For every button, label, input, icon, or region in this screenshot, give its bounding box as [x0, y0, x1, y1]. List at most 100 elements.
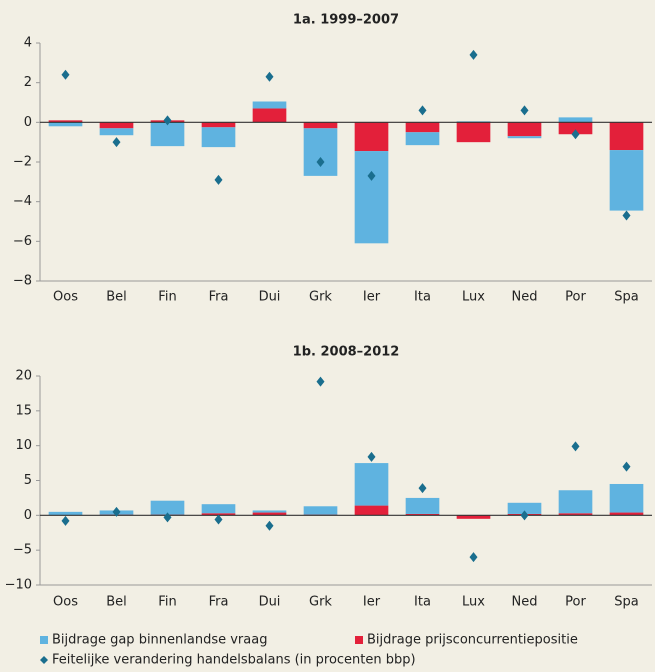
x-tick-label: Por: [565, 290, 586, 305]
diamond-marker: [61, 515, 70, 526]
x-tick-label: Oos: [53, 595, 78, 610]
x-tick-label: Bel: [106, 290, 127, 305]
bar-segment: [456, 515, 491, 519]
x-tick-label: Lux: [462, 595, 485, 610]
chart-title: 1b. 2008–2012: [293, 345, 400, 360]
diamond-marker: [571, 441, 580, 452]
diamond-marker: [214, 514, 223, 525]
diamond-marker: [418, 483, 427, 494]
y-tick-label: −10: [5, 578, 32, 593]
bar-segment: [609, 150, 644, 211]
bar-segment: [354, 505, 389, 516]
x-tick-label: Bel: [106, 595, 127, 610]
bar-segment: [609, 122, 644, 151]
legend-marker: [40, 656, 48, 664]
x-tick-label: Ita: [414, 595, 431, 610]
y-tick-label: 4: [24, 36, 32, 51]
x-tick-label: Ita: [414, 290, 431, 305]
bar-segment: [201, 127, 236, 148]
y-tick-label: 15: [15, 403, 32, 418]
y-tick-label: 20: [15, 369, 32, 384]
x-tick-label: Spa: [614, 595, 638, 610]
diamond-marker: [367, 451, 376, 462]
diamond-marker: [418, 105, 427, 116]
legend-swatch: [40, 636, 48, 644]
chart-title: 1a. 1999–2007: [293, 13, 399, 28]
diamond-marker: [571, 129, 580, 140]
bar-segment: [252, 512, 287, 516]
diamond-marker: [112, 506, 121, 517]
legend-label: Bijdrage prijsconcurrentiepositie: [367, 633, 578, 648]
diamond-marker: [316, 157, 325, 167]
bar-segment: [99, 122, 134, 129]
bar-segment: [303, 122, 338, 129]
diamond-marker: [61, 69, 70, 80]
bar-segment: [201, 513, 236, 516]
x-tick-label: Lux: [462, 290, 485, 305]
x-tick-label: Por: [565, 595, 586, 610]
x-tick-label: Dui: [259, 290, 281, 305]
bar-segment: [48, 122, 83, 127]
x-tick-label: Spa: [614, 290, 638, 305]
diamond-marker: [520, 510, 529, 521]
bar-segment: [405, 132, 440, 146]
y-tick-label: 5: [24, 473, 32, 488]
y-tick-label: 0: [24, 508, 32, 523]
bar-segment: [507, 122, 542, 137]
diamond-marker: [469, 49, 478, 60]
bar-segment: [252, 510, 287, 513]
bar-segment: [609, 483, 644, 513]
diamond-marker: [163, 115, 172, 126]
legend-label: Feitelijke verandering handelsbalans (in…: [52, 653, 416, 668]
y-tick-label: 2: [24, 75, 32, 90]
diamond-marker: [265, 71, 274, 82]
legend-label: Bijdrage gap binnenlandse vraag: [52, 633, 267, 648]
bar-segment: [456, 122, 491, 143]
y-tick-label: −6: [13, 234, 32, 249]
bar-segment: [48, 120, 83, 123]
bar-segment: [303, 128, 338, 176]
bar-segment: [252, 101, 287, 109]
bar-segment: [507, 136, 542, 139]
x-tick-label: Ier: [363, 290, 381, 305]
bar-segment: [558, 122, 593, 135]
y-tick-label: −4: [13, 194, 32, 209]
bar-segment: [405, 513, 440, 516]
bar-segment: [48, 511, 83, 516]
diamond-marker: [622, 210, 631, 221]
bar-segment: [405, 497, 440, 514]
diamond-marker: [112, 137, 121, 148]
bar-segment: [609, 512, 644, 516]
bar-segment: [252, 108, 287, 123]
bar-segment: [201, 122, 236, 128]
x-tick-label: Grk: [309, 595, 332, 610]
bar-segment: [558, 490, 593, 514]
bar-segment: [150, 122, 185, 147]
bar-segment: [354, 151, 389, 244]
x-tick-label: Oos: [53, 290, 78, 305]
y-tick-label: 10: [15, 438, 32, 453]
x-tick-label: Fra: [209, 595, 229, 610]
bar-segment: [354, 122, 389, 152]
diamond-marker: [265, 520, 274, 531]
bar-segment: [354, 463, 389, 506]
y-tick-label: −5: [13, 543, 32, 558]
bar-segment: [99, 128, 134, 136]
bar-segment: [201, 504, 236, 514]
diamond-marker: [214, 174, 223, 185]
bar-segment: [507, 502, 542, 514]
x-tick-label: Fin: [158, 595, 176, 610]
x-tick-label: Ned: [512, 290, 538, 305]
bar-segment: [303, 506, 338, 515]
diamond-marker: [520, 105, 529, 116]
diamond-marker: [316, 376, 325, 387]
x-tick-label: Dui: [259, 595, 281, 610]
y-tick-label: 0: [24, 115, 32, 130]
bar-segment: [150, 500, 185, 515]
legend-swatch: [355, 636, 363, 644]
diamond-marker: [163, 512, 172, 523]
x-tick-label: Fra: [209, 290, 229, 305]
bar-segment: [558, 513, 593, 516]
bar-segment: [405, 122, 440, 133]
